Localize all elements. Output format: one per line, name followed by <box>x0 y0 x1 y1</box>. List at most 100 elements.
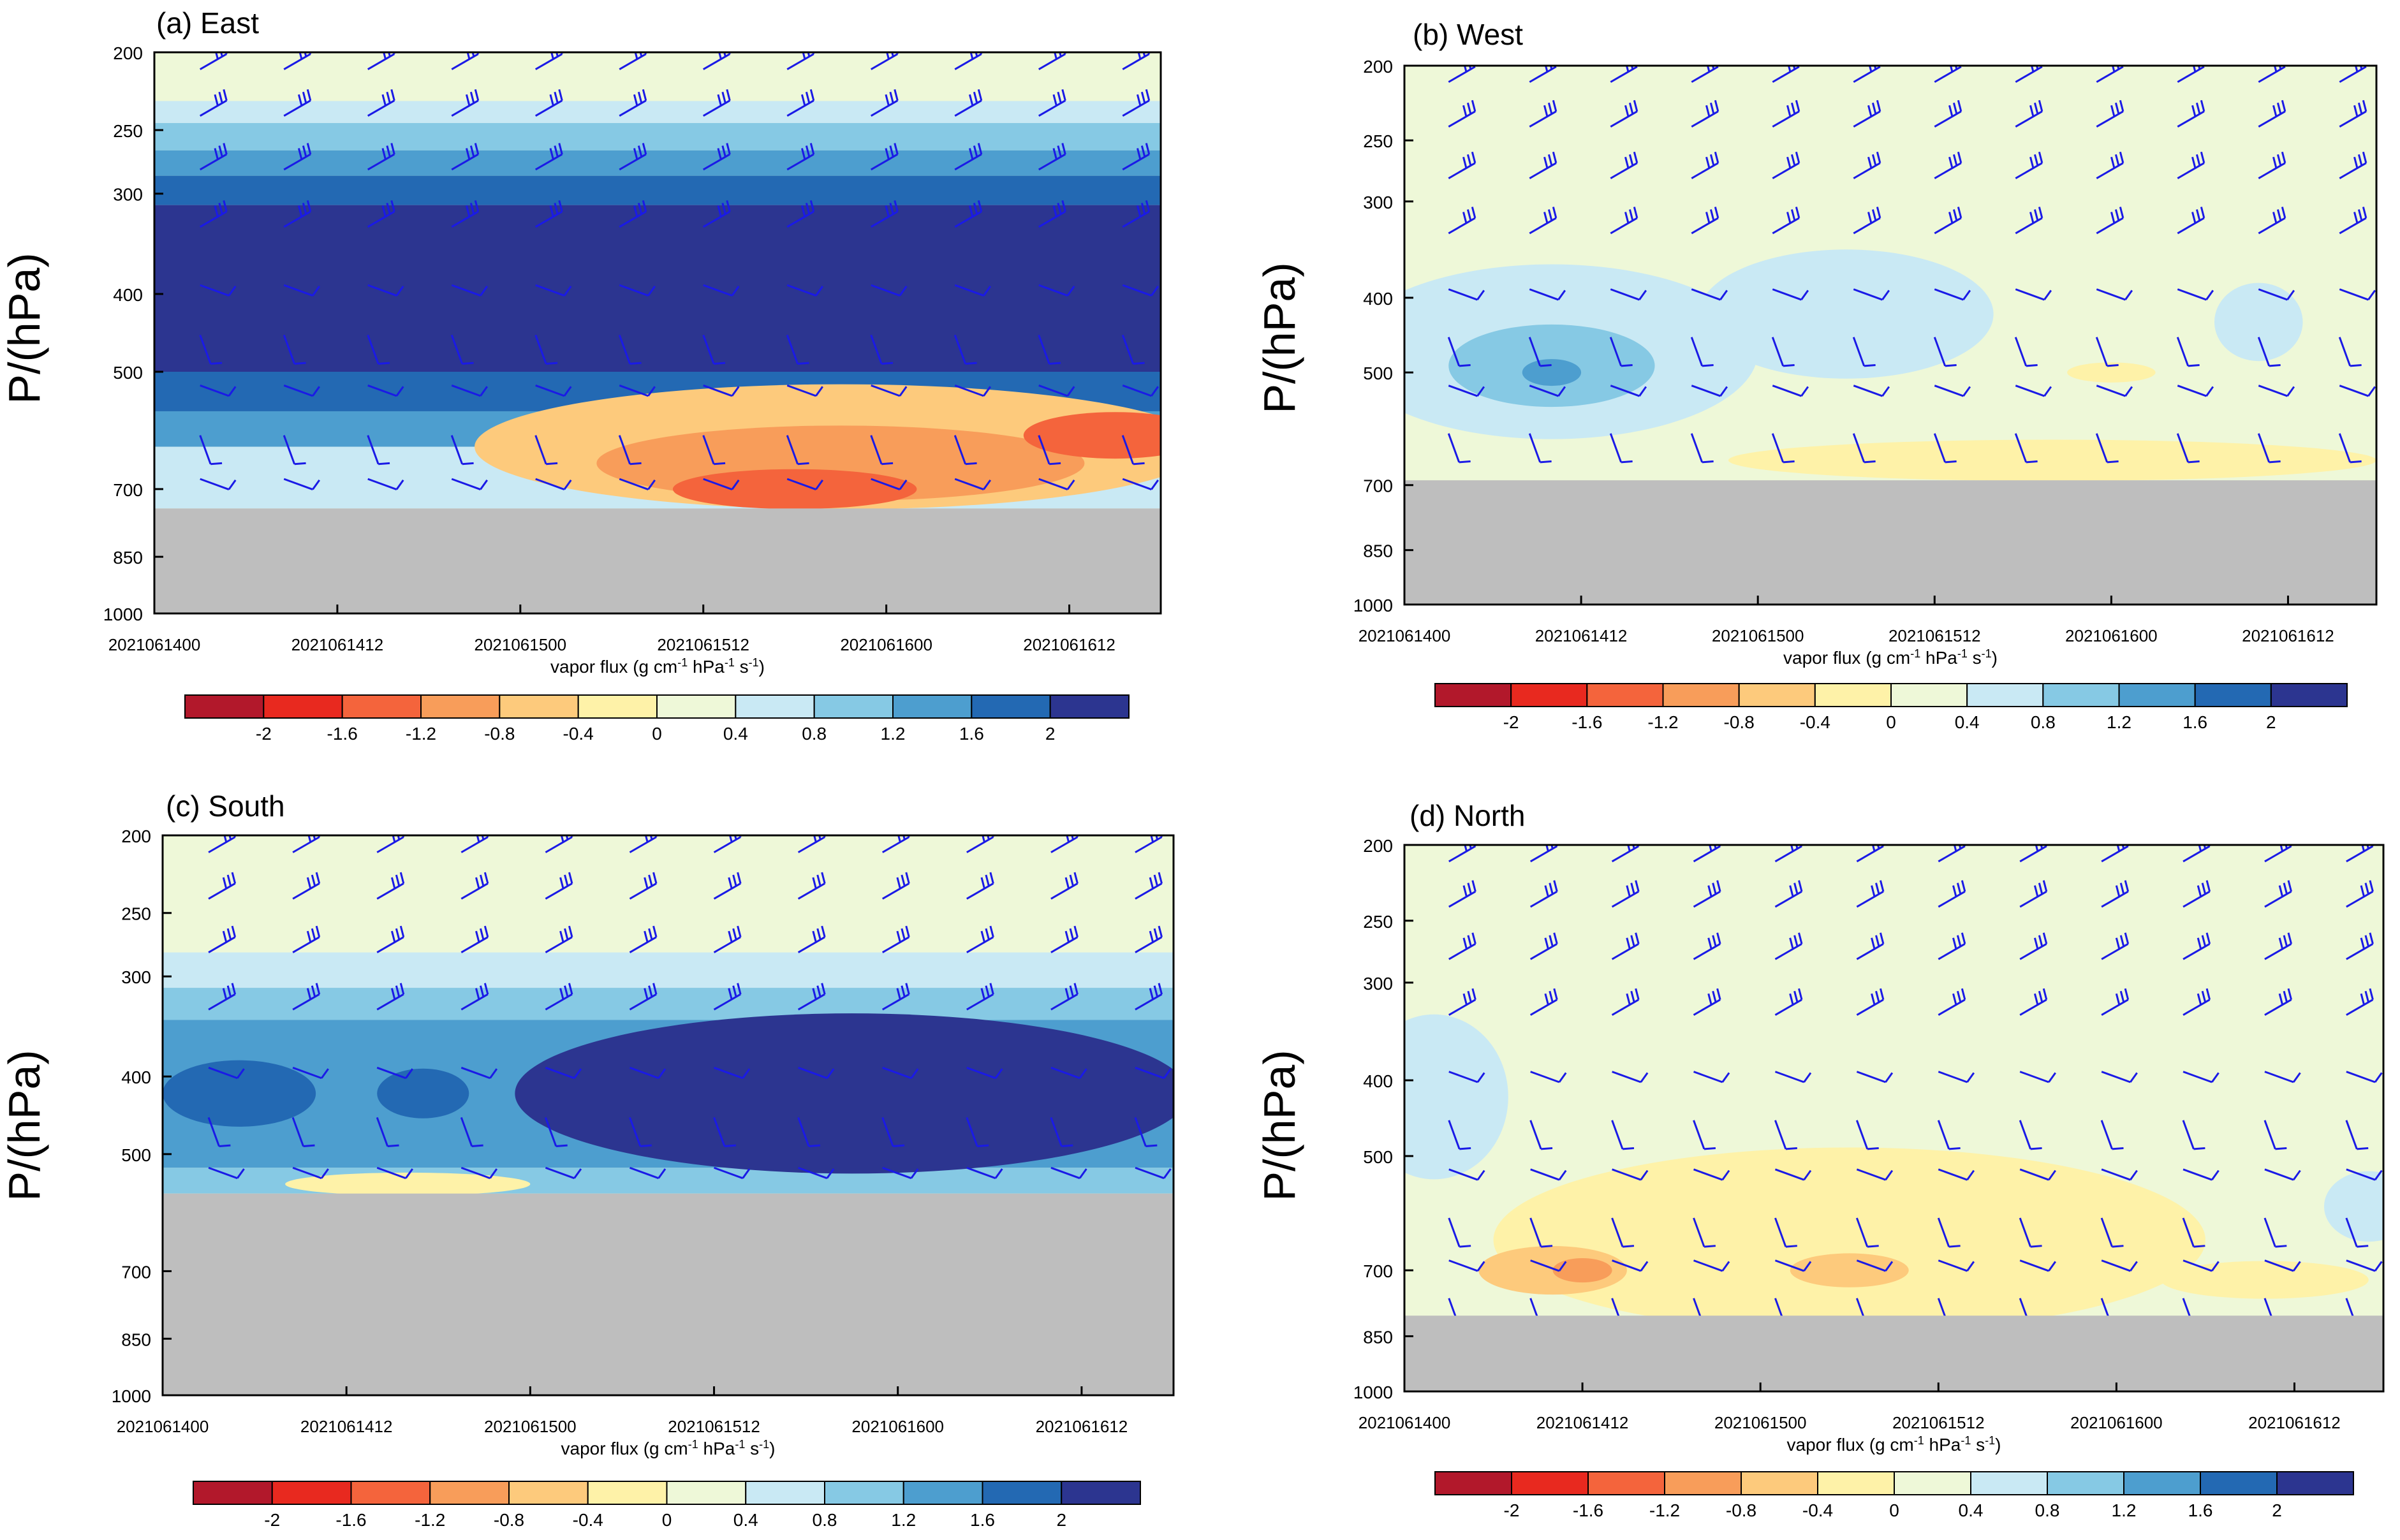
colorbar-label: 1.2 <box>881 724 906 744</box>
wind-barb-flag <box>549 94 554 106</box>
y-tick-label: 850 <box>1363 1327 1393 1347</box>
wind-barb-flag <box>1059 52 1062 57</box>
wind-barb-flag <box>1952 154 1958 166</box>
wind-barb-flag <box>983 286 992 297</box>
wind-barb-flag <box>231 925 237 937</box>
y-tick-label: 250 <box>1363 912 1393 932</box>
wind-barb-flag <box>2364 883 2369 895</box>
wind-barb-flag <box>975 52 978 57</box>
wind-barb-flag <box>1785 1245 1797 1248</box>
wind-barb-flag <box>809 200 815 212</box>
wind-barb <box>2095 337 2109 367</box>
wind-barb-flag <box>1071 835 1074 840</box>
wind-barb <box>1938 1259 1968 1272</box>
colorbar-label: 2 <box>2272 1500 2282 1520</box>
wind-barb-flag <box>2369 932 2374 944</box>
wind-barb-flag <box>1476 1170 1485 1181</box>
wind-barb-flag <box>805 145 811 158</box>
colorbar-label: -0.4 <box>573 1510 603 1530</box>
y-tick-label: 500 <box>1363 1147 1393 1167</box>
wind-barb-flag <box>395 874 401 886</box>
wind-barb-flag <box>556 1144 568 1147</box>
wind-barb-flag <box>1879 932 1885 944</box>
wind-barb-flag <box>897 835 901 842</box>
wind-barb-flag <box>649 835 653 840</box>
colorbar-label: 1.2 <box>2107 712 2131 732</box>
wind-barb <box>376 1066 406 1080</box>
wind-barb-flag <box>813 835 817 842</box>
colorbar-swatch <box>1511 1471 1589 1495</box>
wind-barb-flag <box>1709 154 1715 166</box>
wind-barb-flag <box>2043 386 2052 397</box>
wind-barb <box>1691 385 1721 397</box>
wind-barb-flag <box>2124 988 2130 1001</box>
wind-barb-flag <box>559 988 564 1000</box>
wind-barb-flag <box>2029 156 2035 169</box>
wind-barb-flag <box>644 988 649 1000</box>
colorbar-label: 0.4 <box>733 1510 758 1530</box>
wind-barb-flag <box>392 835 396 842</box>
contour-region <box>515 1013 1174 1174</box>
wind-barb <box>786 385 816 397</box>
wind-barb <box>870 435 883 465</box>
wind-barb <box>619 385 649 397</box>
wind-barb <box>1690 337 1704 367</box>
colorbar-swatch <box>656 694 737 719</box>
colorbar-label: 0.4 <box>1955 712 1980 732</box>
wind-barb-flag <box>1790 102 1796 115</box>
wind-barb-flag <box>1136 148 1142 160</box>
wind-barb-flag <box>905 925 910 937</box>
wind-barb-flag <box>1871 885 1876 897</box>
wind-barb-flag <box>474 143 480 155</box>
wind-barb-flag <box>395 480 404 490</box>
wind-barb <box>714 1066 744 1080</box>
wind-barb-flag <box>1626 885 1631 897</box>
wind-barb-flag <box>1721 1170 1730 1181</box>
wind-barb <box>1693 1120 1705 1150</box>
wind-barb-flag <box>717 94 722 106</box>
colorbar-title: vapor flux (g cm-1 hPa-1 s-1) <box>1787 1434 2001 1455</box>
wind-barb-flag <box>1069 985 1074 997</box>
wind-barb-flag <box>465 148 471 160</box>
wind-barb-flag <box>321 1168 329 1179</box>
wind-barb-flag <box>378 462 390 466</box>
colorbar-label: -1.6 <box>335 1510 366 1530</box>
wind-barb-flag <box>479 928 485 940</box>
contour-region <box>285 1172 531 1196</box>
wind-barb-flag <box>2197 885 2202 897</box>
wind-barb-flag <box>1073 925 1079 937</box>
wind-barb-flag <box>1961 932 1966 944</box>
colorbar-swatch <box>350 1481 431 1505</box>
contour-band <box>154 205 1161 372</box>
terrain-mask <box>1404 1316 2383 1391</box>
wind-barb-flag <box>1630 66 1634 70</box>
wind-barb-flag <box>563 480 572 490</box>
wind-barb-flag <box>2048 1170 2056 1181</box>
wind-barb-flag <box>565 835 569 840</box>
wind-barb-flag <box>1061 200 1066 212</box>
wind-barb-flag <box>2287 880 2292 892</box>
x-tick-label: 2021061400 <box>1358 1413 1451 1432</box>
wind-barb <box>1448 385 1478 397</box>
wind-barb-flag <box>297 148 303 160</box>
colorbar-swatch <box>429 1481 510 1505</box>
wind-barb <box>2338 433 2352 463</box>
wind-barb-flag <box>2193 1147 2205 1150</box>
wind-barb-flag <box>474 200 480 212</box>
wind-barb-flag <box>721 203 726 215</box>
colorbar-swatch <box>2276 1471 2354 1495</box>
colorbar-swatch <box>1966 683 2044 707</box>
wind-barb-flag <box>1462 993 1468 1006</box>
wind-barb-flag <box>1622 1147 1635 1150</box>
wind-barb-flag <box>1956 935 1962 947</box>
y-tick-label: 700 <box>113 480 143 500</box>
wind-barb-flag <box>480 386 489 397</box>
wind-barb-flag <box>901 985 906 997</box>
wind-barb-flag <box>2110 156 2116 169</box>
wind-barb-flag <box>1962 386 1971 397</box>
wind-barb-flag <box>652 983 658 995</box>
wind-barb-flag <box>2357 1245 2369 1248</box>
wind-barb-flag <box>1549 66 1553 70</box>
wind-barb-flag <box>977 200 983 212</box>
wind-barb-flag <box>2366 845 2369 849</box>
